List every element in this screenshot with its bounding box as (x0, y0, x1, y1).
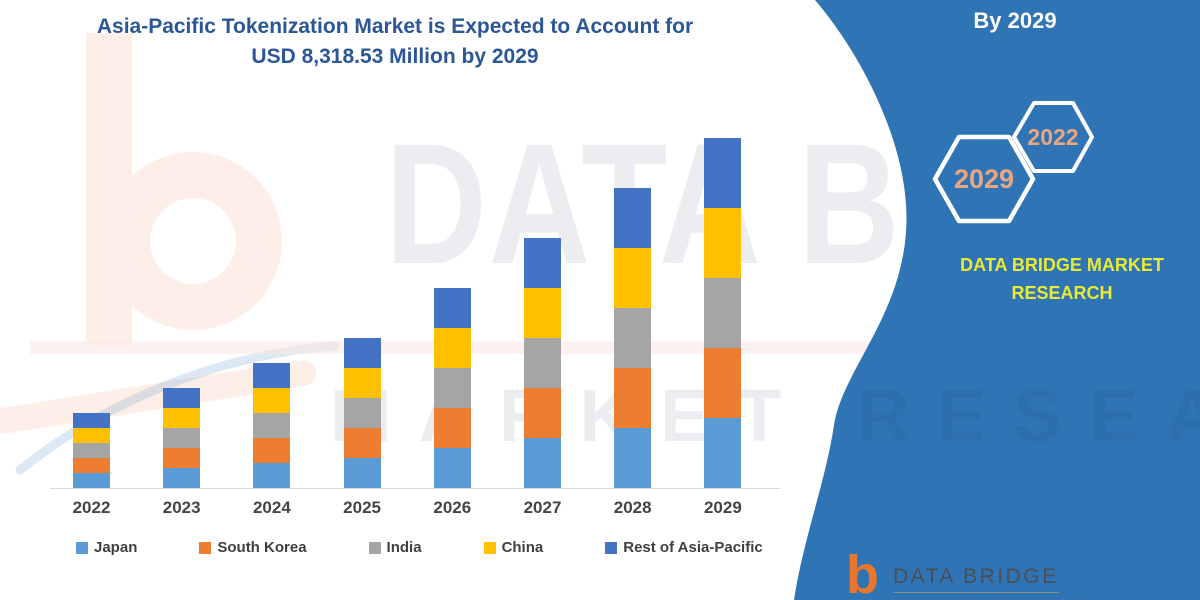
bar-segment-2023-china (163, 408, 201, 429)
bar-segment-2024-south-korea (253, 437, 291, 463)
bar-2025 (343, 338, 381, 488)
x-axis-label-2022: 2022 (72, 498, 111, 517)
bar-segment-2026-india (433, 367, 471, 408)
panel-brand-line1: DATA BRIDGE MARKET (960, 255, 1164, 275)
bar-segment-2028-china (614, 248, 652, 309)
bar-2022 (73, 413, 110, 488)
x-axis-label-2029: 2029 (703, 498, 742, 517)
bar-segment-2027-rest-of-asia-pacific (524, 237, 561, 288)
watermark-logo-b-bowl (104, 152, 282, 330)
legend-label-south-korea: South Korea (217, 539, 307, 556)
bar-segment-2024-china (253, 387, 291, 413)
legend-swatch-south-korea (199, 541, 212, 554)
legend-item-south-korea: South Korea (199, 539, 307, 556)
bar-segment-2026-japan (433, 447, 471, 488)
bar-segment-2022-japan (73, 473, 110, 488)
chart-title-line2: USD 8,318.53 Million by 2029 (251, 45, 539, 69)
legend-item-japan: Japan (76, 539, 137, 556)
legend-label-japan: Japan (94, 539, 138, 556)
panel-heading: By 2029 (973, 8, 1057, 33)
bar-segment-2025-china (343, 368, 381, 399)
bar-segment-2024-rest-of-asia-pacific (253, 362, 291, 388)
hexagon-2022-label: 2022 (1027, 124, 1079, 150)
bar-segment-2028-rest-of-asia-pacific (614, 188, 652, 249)
legend-swatch-japan (76, 541, 88, 554)
bar-segment-2025-rest-of-asia-pacific (343, 338, 381, 369)
x-axis-label-2028: 2028 (613, 498, 652, 517)
x-axis-label-2024: 2024 (252, 498, 291, 517)
footer-logo-name: DATA BRIDGE (893, 565, 1059, 593)
x-axis-label-2027: 2027 (523, 498, 562, 517)
hexagon-2029-label: 2029 (953, 164, 1015, 194)
chart-title: Asia-Pacific Tokenization Market is Expe… (40, 12, 750, 73)
legend-swatch-china (483, 541, 496, 554)
bar-segment-2025-south-korea (343, 428, 381, 458)
legend-swatch-rest-of-asia-pacific (605, 541, 618, 554)
bar-segment-2022-india (73, 443, 110, 459)
bar-segment-2025-japan (343, 458, 381, 488)
legend: Japan South Korea India China Rest of Asia-P… (76, 539, 763, 556)
bar-segment-2027-china (524, 287, 561, 338)
legend-label-india: India (386, 539, 422, 556)
bar-segment-2024-india (253, 412, 291, 438)
bar-segment-2025-india (343, 398, 381, 429)
bar-segment-2026-rest-of-asia-pacific (433, 287, 471, 328)
bar-segment-2024-japan (253, 462, 291, 488)
watermark-logo-b-stem (86, 33, 132, 345)
legend-swatch-india (368, 541, 381, 554)
legend-item-rest-of-asia-pacific: Rest of Asia-Pacific (605, 539, 763, 556)
bar-2023 (163, 388, 201, 488)
chart-title-line1: Asia-Pacific Tokenization Market is Expe… (96, 15, 694, 38)
bar-segment-2026-south-korea (433, 407, 471, 448)
bar-segment-2022-rest-of-asia-pacific (73, 413, 110, 429)
bar-segment-2029-south-korea (704, 348, 742, 418)
panel-brand-line2: RESEARCH (1011, 283, 1113, 303)
x-axis-label-2025: 2025 (343, 498, 381, 517)
bar-2029 (704, 138, 742, 488)
bar-2026 (433, 287, 471, 488)
bar-segment-2028-japan (614, 428, 652, 488)
legend-label-china: China (501, 539, 544, 556)
bar-segment-2023-rest-of-asia-pacific (163, 388, 201, 409)
legend-item-india: India (368, 539, 422, 556)
footer-logo-subtitle: MARKET RESEARCH (895, 594, 1097, 600)
bar-2024 (253, 362, 291, 488)
bar-segment-2027-india (524, 337, 561, 388)
x-axis-label-2023: 2023 (162, 498, 201, 517)
x-axis-label-2026: 2026 (433, 498, 472, 517)
footer-logo-b-icon: b (846, 545, 879, 600)
bar-segment-2027-south-korea (524, 387, 561, 438)
bar-segment-2023-japan (163, 468, 201, 488)
x-axis-line (50, 488, 780, 489)
bar-segment-2022-south-korea (73, 458, 110, 473)
bar-2028 (614, 188, 652, 488)
bar-segment-2029-india (704, 278, 742, 349)
bar-2027 (524, 237, 561, 488)
bar-segment-2026-china (433, 327, 471, 368)
bar-segment-2028-india (614, 308, 652, 369)
legend-item-china: China (483, 539, 544, 556)
bar-segment-2022-china (73, 428, 110, 444)
legend-label-rest-of-asia-pacific: Rest of Asia-Pacific (623, 539, 763, 556)
bar-segment-2027-japan (524, 437, 561, 488)
bar-segment-2029-rest-of-asia-pacific (704, 138, 742, 209)
bar-segment-2023-south-korea (163, 448, 201, 468)
bar-segment-2029-china (704, 208, 742, 279)
bar-segment-2023-india (163, 428, 201, 449)
bar-segment-2029-japan (704, 418, 742, 488)
bar-segment-2028-south-korea (614, 368, 652, 428)
